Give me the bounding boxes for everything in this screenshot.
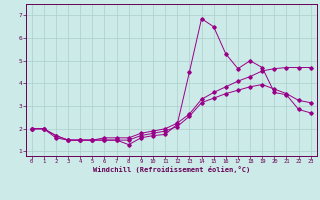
- X-axis label: Windchill (Refroidissement éolien,°C): Windchill (Refroidissement éolien,°C): [92, 166, 250, 173]
